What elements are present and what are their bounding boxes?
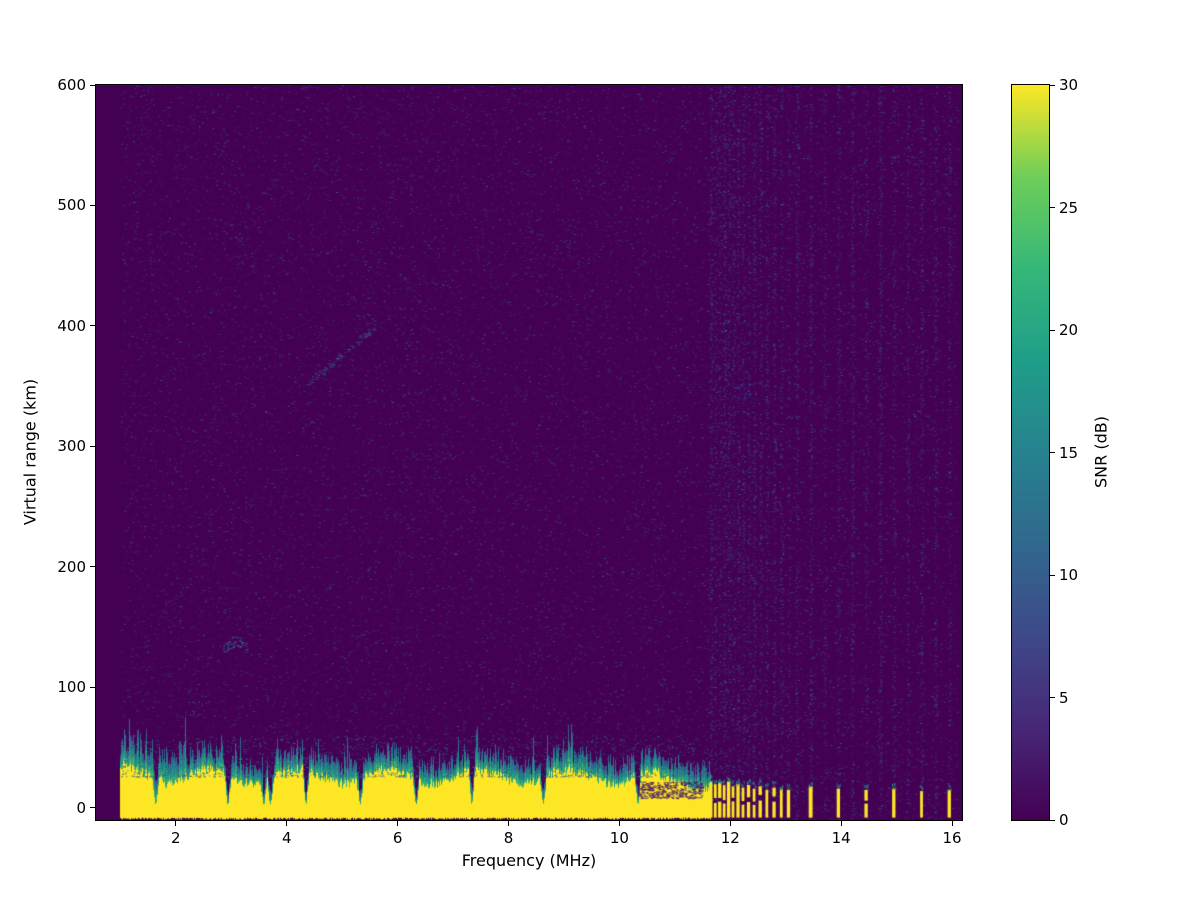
- x-tick-mark: [618, 821, 620, 826]
- x-tick-mark: [286, 821, 288, 826]
- x-axis-label: Frequency (MHz): [461, 851, 597, 870]
- colorbar-tick-mark: [1050, 574, 1055, 576]
- x-tick-label: 2: [171, 829, 181, 847]
- y-tick-mark: [90, 566, 95, 568]
- colorbar-tick-label: 20: [1059, 321, 1079, 339]
- colorbar-tick-label: 25: [1059, 198, 1079, 217]
- colorbar-tick-mark: [1050, 819, 1055, 821]
- x-tick-mark: [729, 821, 731, 826]
- y-tick-mark: [90, 84, 95, 86]
- colorbar-label: SNR (dB): [1091, 416, 1111, 488]
- y-tick-mark: [90, 686, 95, 688]
- heatmap-canvas: [95, 84, 963, 821]
- colorbar-tick-label: 10: [1059, 566, 1079, 584]
- x-tick-label: 4: [281, 829, 292, 847]
- x-tick-label: 10: [609, 829, 629, 847]
- x-tick-mark: [397, 821, 399, 826]
- colorbar-tick-mark: [1050, 84, 1055, 86]
- x-tick-label: 14: [831, 829, 851, 847]
- colorbar-tick-mark: [1050, 697, 1055, 698]
- x-tick-mark: [175, 821, 177, 826]
- colorbar-tick-label: 5: [1059, 688, 1069, 707]
- y-tick-mark: [90, 445, 95, 447]
- x-tick-label: 16: [942, 829, 962, 847]
- y-tick-label: 500: [57, 196, 86, 215]
- x-tick-mark: [507, 821, 509, 826]
- colorbar-tick-mark: [1050, 452, 1055, 453]
- x-tick-mark: [840, 821, 842, 826]
- y-tick-label: 600: [57, 76, 86, 94]
- x-tick-mark: [951, 821, 953, 826]
- y-tick-mark: [90, 807, 95, 809]
- y-tick-label: 300: [57, 437, 86, 456]
- colorbar-tick-mark: [1050, 207, 1055, 208]
- colorbar-tick-label: 30: [1059, 76, 1079, 94]
- x-tick-label: 6: [392, 829, 403, 847]
- colorbar: [1011, 84, 1050, 821]
- y-tick-label: 400: [57, 316, 86, 335]
- y-tick-label: 200: [57, 557, 86, 576]
- colorbar-tick-label: 0: [1059, 811, 1069, 829]
- y-tick-label: 0: [76, 798, 86, 817]
- y-tick-mark: [90, 325, 95, 327]
- y-tick-label: 100: [57, 678, 86, 697]
- x-tick-label: 12: [720, 829, 740, 847]
- x-tick-label: 8: [503, 829, 514, 847]
- y-tick-mark: [90, 204, 95, 206]
- colorbar-tick-mark: [1050, 329, 1055, 331]
- colorbar-tick-label: 15: [1059, 443, 1079, 462]
